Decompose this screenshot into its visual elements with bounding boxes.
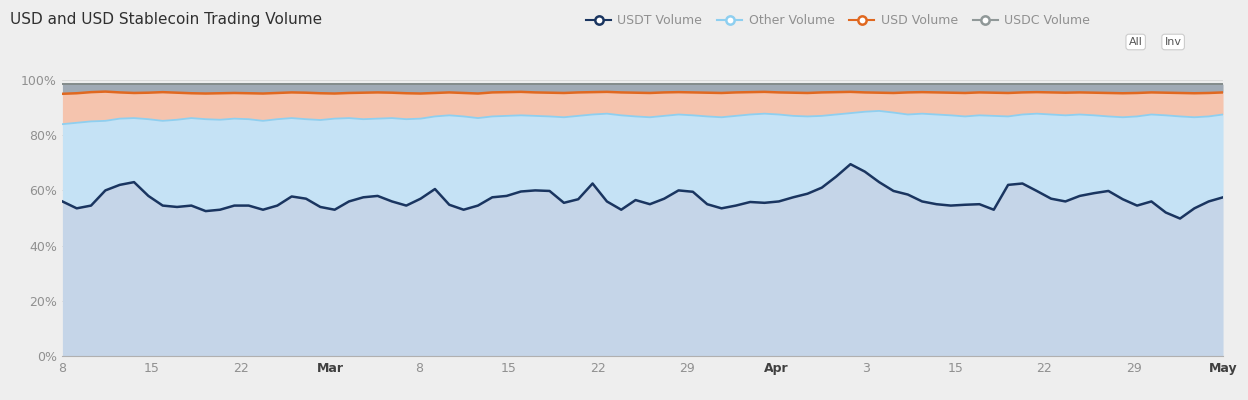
Text: USD and USD Stablecoin Trading Volume: USD and USD Stablecoin Trading Volume: [10, 12, 322, 27]
Legend: USDT Volume, Other Volume, USD Volume, USDC Volume: USDT Volume, Other Volume, USD Volume, U…: [582, 9, 1094, 32]
Text: All: All: [1128, 37, 1143, 47]
Text: Inv: Inv: [1164, 37, 1182, 47]
